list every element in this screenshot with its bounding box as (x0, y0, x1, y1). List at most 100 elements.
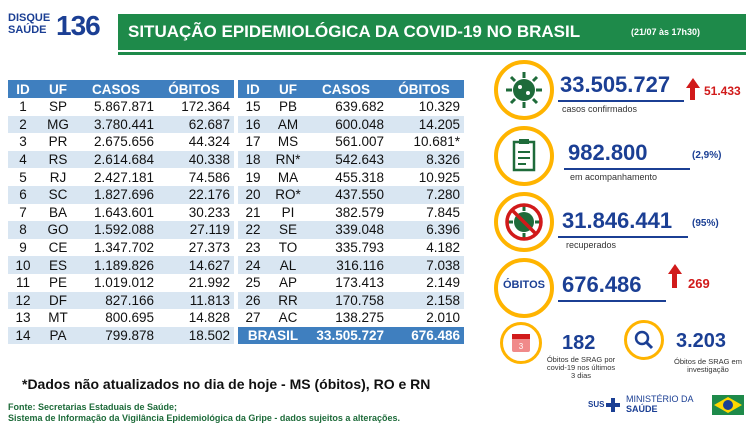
table-row: 17 MS 561.007 10.681* (238, 133, 464, 151)
confirmed-underline (558, 100, 684, 102)
investigation-value: 3.203 (676, 330, 727, 352)
srag-label-l3: 3 dias (570, 371, 591, 380)
cell-id: 14 (8, 326, 38, 345)
cell-casos: 316.116 (308, 256, 388, 274)
cell-id: 11 (8, 273, 38, 292)
srag-label-l2: covid-19 nos últimos (546, 363, 616, 372)
cell-obitos: 8.326 (388, 150, 464, 169)
cell-casos: 1.592.088 (78, 221, 158, 239)
cell-obitos: 21.992 (158, 273, 234, 292)
table-row: 1 SP 5.867.871 172.364 (8, 98, 234, 116)
table-row: 21 PI 382.579 7.845 (238, 203, 464, 222)
table-row: 10 ES 1.189.826 14.627 (8, 256, 234, 274)
cell-uf: RN* (268, 150, 308, 169)
cell-uf: SP (38, 98, 78, 116)
footnote: *Dados não atualizados no dia de hoje - … (22, 376, 431, 392)
cell-obitos: 11.813 (158, 291, 234, 310)
deaths-value: 676.486 (562, 272, 642, 297)
cell-uf: MT (38, 309, 78, 327)
cell-id: 26 (238, 291, 268, 310)
cell-id: 22 (238, 221, 268, 239)
virus-icon (494, 60, 554, 120)
cell-id: 27 (238, 309, 268, 327)
cell-casos: 339.048 (308, 221, 388, 239)
col-obitos: ÓBITOS (158, 80, 234, 98)
cell-uf: CE (38, 238, 78, 257)
ministry-logo: MINISTÉRIO DA SAÚDE (626, 394, 694, 414)
table-row: 26 RR 170.758 2.158 (238, 291, 464, 310)
cell-casos: 5.867.871 (78, 98, 158, 116)
cell-id: 24 (238, 256, 268, 274)
states-table-left: ID UF CASOS ÓBITOS 1 SP 5.867.871 172.364 2 M… (8, 80, 234, 345)
cell-obitos: 2.149 (388, 273, 464, 292)
up-arrow-stem (690, 88, 695, 100)
cell-uf: MG (38, 115, 78, 134)
confirmed-label: casos confirmados (562, 104, 638, 114)
cross-icon (605, 397, 621, 413)
col-id: ID (8, 80, 38, 98)
cell-id: 13 (8, 309, 38, 327)
cell-uf: AM (268, 115, 308, 134)
cell-obitos: 4.182 (388, 238, 464, 257)
table-row: 20 RO* 437.550 7.280 (238, 185, 464, 204)
cell-casos: 2.614.684 (78, 150, 158, 169)
sus-logo: SUS (588, 400, 605, 409)
col-uf: UF (268, 80, 308, 98)
cell-casos: 1.189.826 (78, 256, 158, 274)
cell-casos: 335.793 (308, 238, 388, 257)
cell-id: 7 (8, 203, 38, 222)
cell-uf: PB (268, 98, 308, 116)
page-title: SITUAÇÃO EPIDEMIOLÓGICA DA COVID-19 NO B… (128, 22, 581, 41)
deaths-underline (558, 300, 666, 302)
cell-casos: 1.019.012 (78, 273, 158, 292)
investigation-label: Óbitos de SRAG em investigação (672, 358, 744, 374)
cell-obitos: 62.687 (158, 115, 234, 134)
cell-id: 19 (238, 168, 268, 186)
cell-obitos: 14.205 (388, 115, 464, 134)
investigation-label-l2: investigação (687, 365, 729, 374)
cell-uf: GO (38, 221, 78, 239)
cell-obitos: 27.373 (158, 238, 234, 257)
table-row: 12 DF 827.166 11.813 (8, 291, 234, 310)
cell-obitos: 18.502 (158, 326, 234, 345)
cell-obitos: 6.396 (388, 221, 464, 239)
cell-uf: RO* (268, 185, 308, 204)
cell-obitos: 40.338 (158, 150, 234, 169)
source-line2: Sistema de Informação da Vigilância Epid… (8, 413, 400, 423)
header-date: (21/07 às 17h30) (631, 27, 701, 37)
cell-uf: RS (38, 150, 78, 169)
cell-obitos: 30.233 (158, 203, 234, 222)
table-header-row: ID UF CASOS ÓBITOS (8, 80, 234, 98)
cell-obitos: 14.627 (158, 256, 234, 274)
confirmed-increase: 51.433 (704, 84, 741, 98)
cell-casos: 1.643.601 (78, 203, 158, 222)
cell-uf: RJ (38, 168, 78, 186)
svg-text:3: 3 (519, 342, 524, 351)
cell-id: 12 (8, 291, 38, 310)
table-row: 3 PR 2.675.656 44.324 (8, 133, 234, 151)
disque-saude-logo: DISQUE SAÚDE 136 (8, 10, 106, 42)
deaths-badge: ÓBITOS (494, 258, 554, 318)
cell-casos: 173.413 (308, 273, 388, 292)
cell-uf: SC (38, 185, 78, 204)
cell-uf: AP (268, 273, 308, 292)
up-arrow-icon (686, 78, 700, 88)
cell-obitos: 10.925 (388, 168, 464, 186)
logo-line2: SAÚDE (8, 24, 47, 36)
states-table-right: ID UF CASOS ÓBITOS 15 PB 639.682 10.329 16 AM… (238, 80, 464, 345)
table-row: 8 GO 1.592.088 27.119 (8, 221, 234, 239)
logo-number: 136 (56, 10, 101, 41)
cell-uf: SE (268, 221, 308, 239)
table-row: 6 SC 1.827.696 22.176 (8, 185, 234, 204)
page-header: SITUAÇÃO EPIDEMIOLÓGICA DA COVID-19 NO B… (118, 14, 631, 50)
srag-label-l1: Óbitos de SRAG por (546, 355, 616, 364)
table-row: 5 RJ 2.427.181 74.586 (8, 168, 234, 186)
table-header-row: ID UF CASOS ÓBITOS (238, 80, 464, 98)
cell-obitos: 7.280 (388, 185, 464, 204)
cell-id: 23 (238, 238, 268, 257)
table-row: 22 SE 339.048 6.396 (238, 221, 464, 239)
table-row: 27 AC 138.275 2.010 (238, 309, 464, 327)
cell-uf: ES (38, 256, 78, 274)
table-row: 4 RS 2.614.684 40.338 (8, 150, 234, 169)
cell-uf: TO (268, 238, 308, 257)
